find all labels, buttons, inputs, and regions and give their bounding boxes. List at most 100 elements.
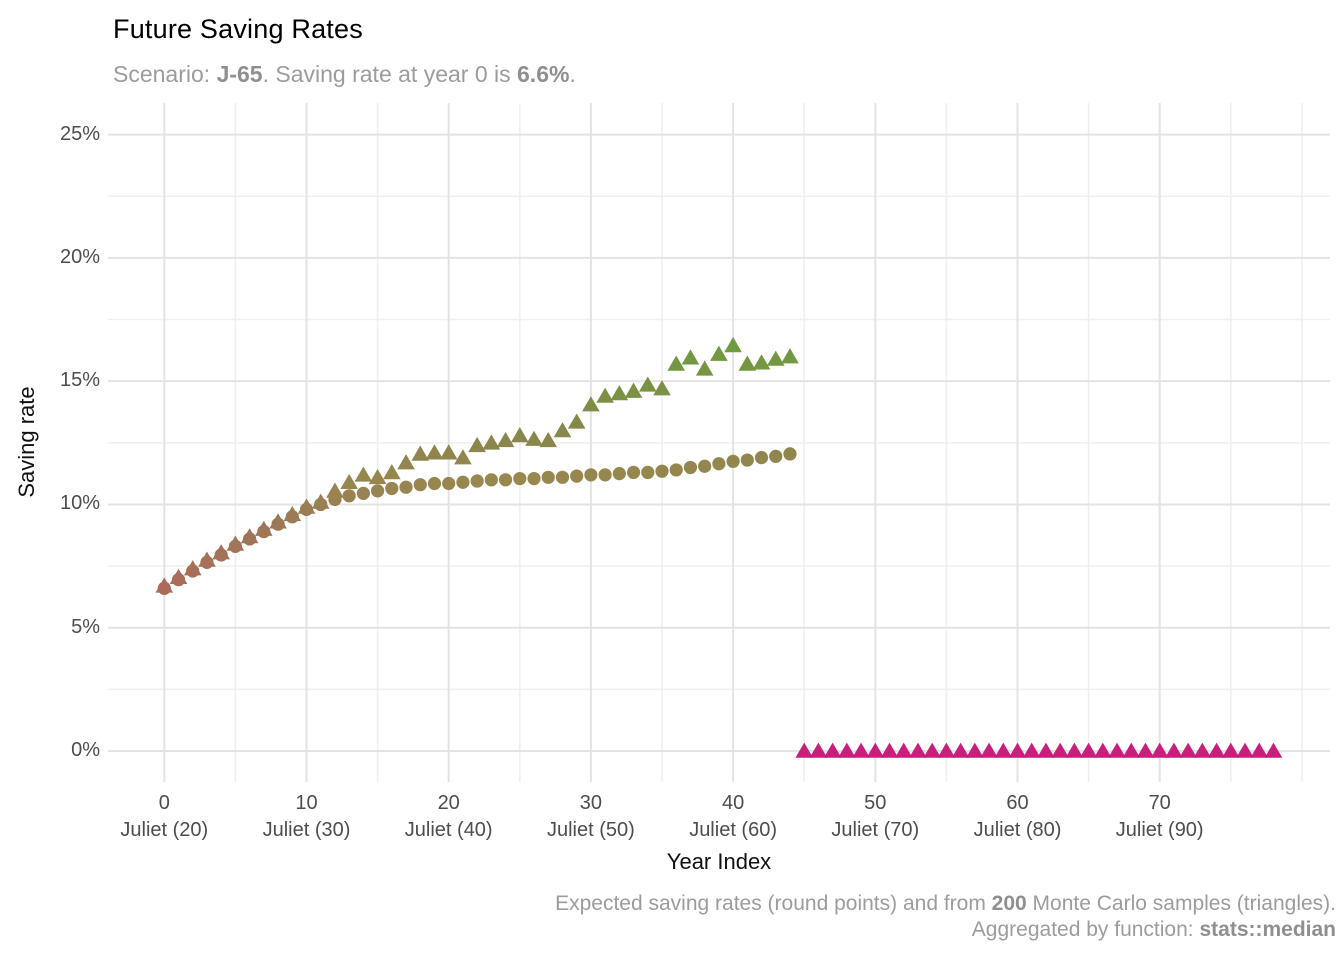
caption-line-2: Aggregated by function: stats::median xyxy=(972,918,1336,942)
x-tick-label: 0 xyxy=(158,792,170,814)
expected-rate-point xyxy=(570,469,584,483)
monte-carlo-triangle xyxy=(1222,742,1240,758)
monte-carlo-triangle xyxy=(923,742,941,758)
expected-rate-point xyxy=(356,486,370,500)
subtitle-scenario: J-65 xyxy=(216,61,263,87)
x-tick-label: 40 xyxy=(721,792,745,814)
monte-carlo-triangle xyxy=(198,551,216,567)
monte-carlo-triangle xyxy=(610,385,629,401)
x-tick-sublabel: Juliet (90) xyxy=(1115,819,1204,841)
y-tick-label: 15% xyxy=(59,369,100,392)
monte-carlo-triangle xyxy=(596,387,614,403)
y-axis-title: Saving rate xyxy=(14,386,39,498)
y-tick-label: 5% xyxy=(71,615,100,638)
expected-rate-point xyxy=(484,473,498,487)
expected-rate-point xyxy=(555,470,570,484)
monte-carlo-triangle xyxy=(667,355,686,371)
monte-carlo-triangle xyxy=(1108,742,1126,758)
expected-rate-point xyxy=(769,449,783,463)
monte-carlo-triangle xyxy=(1165,742,1183,758)
monte-carlo-triangle xyxy=(894,742,913,758)
expected-rate-point xyxy=(726,454,740,468)
monte-carlo-triangle xyxy=(738,355,757,371)
expected-rate-point xyxy=(541,470,555,484)
monte-carlo-triangle xyxy=(1094,742,1112,758)
expected-rate-point xyxy=(470,474,484,488)
monte-carlo-triangle xyxy=(454,449,472,465)
subtitle-mid: . Saving rate at year 0 is xyxy=(262,61,518,87)
monte-carlo-triangle xyxy=(354,466,373,482)
monte-carlo-triangle xyxy=(1122,742,1141,758)
expected-rate-point xyxy=(584,468,598,482)
monte-carlo-triangle xyxy=(1264,742,1283,758)
monte-carlo-triangle xyxy=(525,430,543,446)
monte-carlo-triangle xyxy=(326,482,344,498)
expected-rate-point xyxy=(385,481,399,496)
monte-carlo-triangle xyxy=(1079,742,1098,758)
monte-carlo-triangle xyxy=(752,354,771,370)
monte-carlo-triangle xyxy=(1250,742,1269,758)
monte-carlo-triangle xyxy=(340,473,358,490)
monte-carlo-triangle xyxy=(240,528,259,544)
monte-carlo-triangle xyxy=(809,742,828,758)
monte-carlo-triangle xyxy=(624,382,643,398)
y-tick-label: 25% xyxy=(59,122,100,145)
expected-rate-point xyxy=(655,464,669,478)
monte-carlo-triangle xyxy=(795,742,813,758)
x-tick-sublabel: Juliet (40) xyxy=(404,819,493,841)
x-tick-sublabel: Juliet (80) xyxy=(973,819,1062,841)
monte-carlo-triangle xyxy=(823,742,842,758)
monte-carlo-triangle xyxy=(383,463,401,480)
monte-carlo-triangle xyxy=(183,560,202,576)
monte-carlo-triangle xyxy=(567,413,586,429)
expected-rate-point xyxy=(754,451,769,465)
monte-carlo-triangle xyxy=(909,742,927,758)
monte-carlo-triangle xyxy=(681,349,700,365)
expected-rate-point xyxy=(612,467,626,481)
monte-carlo-triangle xyxy=(368,468,387,485)
expected-rate-point xyxy=(456,475,470,489)
expected-rate-point xyxy=(698,459,712,473)
subtitle-suffix: . xyxy=(569,61,576,87)
monte-carlo-triangle xyxy=(980,742,998,758)
x-tick-label: 10 xyxy=(295,792,318,814)
x-tick-label: 70 xyxy=(1148,792,1171,814)
x-tick-label: 60 xyxy=(1006,792,1029,814)
monte-carlo-triangle xyxy=(1193,742,1212,758)
caption2-bold: stats::median xyxy=(1199,918,1336,941)
monte-carlo-triangle xyxy=(766,350,785,366)
monte-carlo-triangle xyxy=(539,431,558,448)
monte-carlo-triangle xyxy=(496,431,515,448)
expected-rate-point xyxy=(669,463,683,477)
monte-carlo-triangle xyxy=(468,436,486,453)
monte-carlo-triangle xyxy=(511,427,529,443)
expected-rate-point xyxy=(371,484,385,498)
expected-rate-point xyxy=(427,476,442,491)
caption-line-1: Expected saving rates (round points) and… xyxy=(555,892,1336,916)
monte-carlo-triangle xyxy=(951,742,970,758)
y-tick-label: 20% xyxy=(59,245,100,268)
monte-carlo-triangle xyxy=(311,493,330,509)
monte-carlo-triangle xyxy=(1179,742,1197,758)
monte-carlo-triangle xyxy=(1236,742,1254,758)
monte-carlo-triangle xyxy=(297,498,316,514)
expected-rate-point xyxy=(342,489,356,503)
monte-carlo-triangle xyxy=(994,742,1013,758)
monte-carlo-triangle xyxy=(1065,742,1084,758)
x-tick-label: 50 xyxy=(864,792,887,814)
caption1-post: Monte Carlo samples (triangles). xyxy=(1026,892,1336,915)
monte-carlo-triangle xyxy=(255,520,273,536)
monte-carlo-triangle xyxy=(653,380,671,396)
chart-subtitle: Scenario: J-65. Saving rate at year 0 is… xyxy=(113,61,576,88)
expected-rate-point xyxy=(399,480,413,494)
x-tick-label: 30 xyxy=(579,792,603,814)
caption1-bold: 200 xyxy=(991,892,1027,915)
expected-rate-point xyxy=(442,476,456,491)
monte-carlo-triangle xyxy=(1037,742,1055,758)
monte-carlo-triangle xyxy=(269,513,287,529)
x-tick-sublabel: Juliet (70) xyxy=(831,819,920,841)
expected-rate-point xyxy=(626,465,641,479)
subtitle-prefix: Scenario: xyxy=(113,61,217,87)
x-tick-sublabel: Juliet (20) xyxy=(120,819,209,841)
